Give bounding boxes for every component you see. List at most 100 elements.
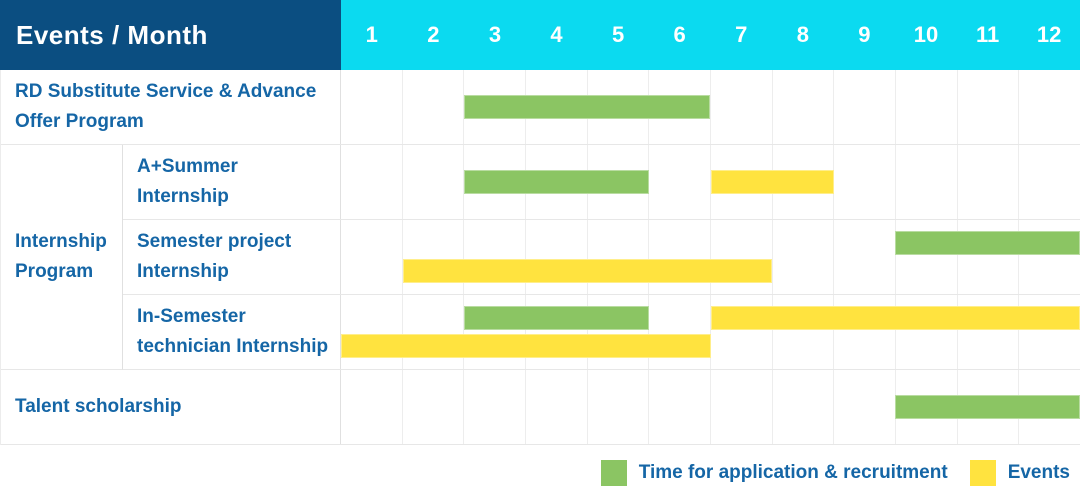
grid-cell-month-5 <box>586 220 649 294</box>
grid-cell-month-7 <box>710 370 772 444</box>
month-header-9: 9 <box>858 22 871 47</box>
month-header-7: 7 <box>735 22 748 47</box>
grid-cell-month-3 <box>463 220 525 294</box>
grid-cell-month-9 <box>833 295 895 369</box>
gantt-bar-events <box>710 306 1080 330</box>
gantt-bar-events <box>402 259 773 283</box>
grid-cell-month-8 <box>771 70 834 144</box>
grid-cell-month-7 <box>710 70 772 144</box>
month-header-4: 4 <box>550 22 563 47</box>
grid-cell-month-4 <box>525 295 587 369</box>
grid-cell-month-10 <box>895 70 957 144</box>
grid-cell-month-3 <box>463 370 525 444</box>
grid-cell-month-5 <box>586 370 649 444</box>
gantt-bar-application <box>464 95 711 119</box>
sub-row-label: A+Summer Internship <box>123 145 341 219</box>
gantt-row-chart <box>341 70 1080 144</box>
sub-row-label: Semester project Internship <box>123 220 341 294</box>
chart-legend: Time for application & recruitment Events <box>0 445 1080 494</box>
sub-row-label: In-Semester technician Internship <box>123 295 341 369</box>
grid-cell-month-9 <box>833 220 895 294</box>
grid-cell-month-12 <box>1018 145 1080 219</box>
grid-cell-month-6 <box>648 145 710 219</box>
grid-cell-month-12 <box>1018 220 1080 294</box>
grid-cell-month-11 <box>956 70 1019 144</box>
month-header-2: 2 <box>427 22 440 47</box>
grid-cell-month-12 <box>1018 70 1080 144</box>
grid-cell-month-11 <box>956 295 1019 369</box>
events-month-header-cell: Events / Month <box>0 0 341 70</box>
table-header-row: Events / Month 1 2 3 4 5 6 7 8 9 10 11 12 <box>0 0 1080 70</box>
grid-cell-month-3 <box>463 70 525 144</box>
grid-cell-month-3 <box>463 145 525 219</box>
table-row: Talent scholarship <box>1 370 1080 445</box>
grid-cell-month-9 <box>833 70 895 144</box>
month-header-11: 11 <box>975 22 1000 47</box>
grid-cell-month-8 <box>771 220 834 294</box>
table-sub-row: In-Semester technician Internship <box>123 295 1080 370</box>
grid-cell-month-1 <box>341 70 402 144</box>
grid-cell-month-11 <box>956 145 1019 219</box>
grid-cell-month-9 <box>833 145 895 219</box>
gantt-bar-application <box>895 231 1080 255</box>
table-row: RD Substitute Service & Advance Offer Pr… <box>1 70 1080 145</box>
grid-cell-month-2 <box>401 295 464 369</box>
grid-cell-month-12 <box>1018 295 1080 369</box>
grid-cell-month-8 <box>771 295 834 369</box>
table-sub-row: Semester project Internship <box>123 220 1080 295</box>
gantt-row-chart <box>341 220 1080 294</box>
gantt-bar-application <box>464 306 649 330</box>
month-header-10: 10 <box>913 22 939 47</box>
table-row-group: Internship Program A+Summer Internship Sem… <box>1 145 1080 370</box>
grid-cell-month-2 <box>401 370 464 444</box>
group-label: Internship Program <box>1 145 123 370</box>
grid-cell-month-2 <box>401 145 464 219</box>
grid-cell-month-1 <box>341 220 402 294</box>
grid-cell-month-5 <box>586 295 649 369</box>
grid-cell-month-4 <box>525 220 587 294</box>
grid-cell-month-2 <box>401 70 464 144</box>
grid-cell-month-7 <box>710 220 772 294</box>
month-header-1: 1 <box>365 22 378 47</box>
month-header-strip: 1 2 3 4 5 6 7 8 9 10 11 12 <box>341 0 1080 70</box>
legend-swatch-events <box>969 459 996 486</box>
gantt-bar-application <box>464 170 649 194</box>
grid-cell-month-10 <box>895 295 957 369</box>
grid-cell-month-1 <box>341 145 402 219</box>
grid-cell-month-10 <box>895 220 957 294</box>
legend-item-application: Time for application & recruitment <box>600 459 948 486</box>
grid-cell-month-6 <box>648 220 710 294</box>
legend-label: Events <box>1007 461 1070 483</box>
grid-cell-month-8 <box>771 370 834 444</box>
grid-cell-month-9 <box>833 370 895 444</box>
legend-swatch-application <box>600 459 627 486</box>
month-header-5: 5 <box>611 22 625 47</box>
gantt-row-chart <box>341 370 1080 444</box>
month-header-3: 3 <box>488 22 502 47</box>
gantt-row-chart <box>341 145 1080 219</box>
month-header-8: 8 <box>796 22 809 47</box>
row-label: Talent scholarship <box>1 370 341 444</box>
grid-cell-month-2 <box>401 220 464 294</box>
gantt-bar-events <box>341 334 711 358</box>
group-sub-rows: A+Summer Internship Semester project Inte… <box>123 145 1080 370</box>
table-sub-row: A+Summer Internship <box>123 145 1080 220</box>
grid-cell-month-6 <box>648 295 710 369</box>
grid-cell-month-6 <box>648 370 710 444</box>
gantt-row-chart <box>341 295 1080 369</box>
month-header-6: 6 <box>673 22 686 47</box>
grid-cell-month-1 <box>341 370 402 444</box>
grid-cell-month-3 <box>463 295 525 369</box>
gantt-bar-application <box>895 395 1080 419</box>
grid-cell-month-4 <box>525 370 587 444</box>
table-body: RD Substitute Service & Advance Offer Pr… <box>0 70 1080 445</box>
gantt-bar-events <box>710 170 834 194</box>
grid-cell-month-7 <box>710 295 772 369</box>
legend-label: Time for application & recruitment <box>638 461 948 483</box>
legend-item-events: Events <box>969 459 1070 486</box>
grid-cell-month-10 <box>895 145 957 219</box>
month-header-12: 12 <box>1036 22 1062 47</box>
row-label: RD Substitute Service & Advance Offer Pr… <box>1 70 341 144</box>
grid-cell-month-11 <box>956 220 1019 294</box>
